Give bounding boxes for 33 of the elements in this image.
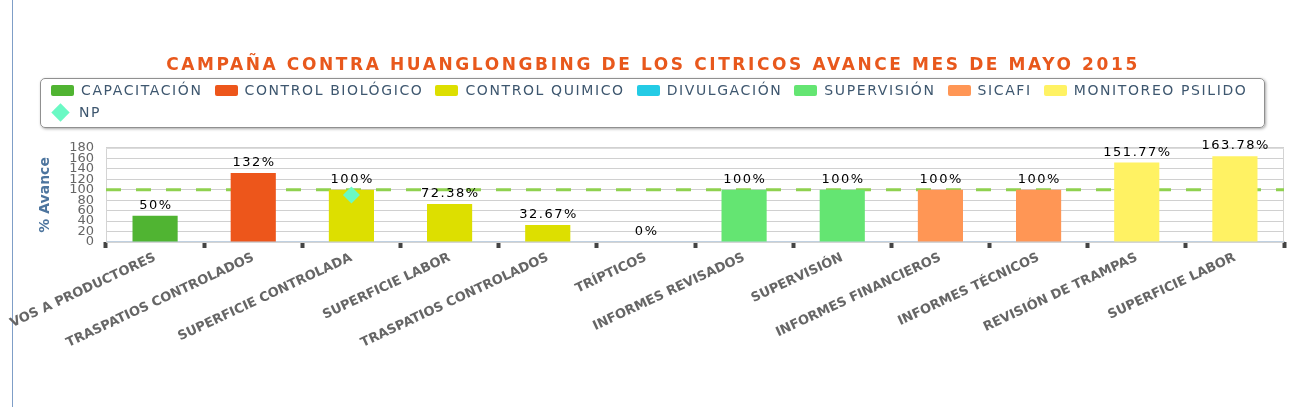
chart-title: CAMPAÑA CONTRA HUANGLONGBING DE LOS CITRICOS AVANCE MES DE MAYO 2015 [165,54,1141,74]
legend-label: MONITOREO PSILIDO [1073,82,1248,98]
data-label: 72.38% [421,185,480,201]
bar [721,189,767,242]
legend-label: SUPERVISIÓN [824,82,936,98]
data-label: 100% [330,170,374,186]
data-label: 163.78% [1201,137,1270,153]
data-label: 0% [634,223,659,238]
y-axis-title: % Avance [36,157,53,233]
bar [525,224,571,242]
data-label: 100% [821,170,865,186]
bar [819,189,865,242]
legend-label: SICAFI [977,82,1032,98]
bar [132,215,178,242]
legend-label: CONTROL BIOLÓGICO [244,82,424,98]
legend-label: CONTROL QUIMICO [465,82,625,98]
bar [917,189,963,242]
data-label: 100% [723,170,767,186]
data-label: 132% [232,153,276,169]
data-label: 151.77% [1103,143,1172,159]
bar [328,189,374,242]
legend-label: NP [79,104,102,120]
data-label: 100% [919,170,963,186]
data-label: 50% [139,196,173,212]
data-label: 32.67% [519,205,578,221]
legend-label: CAPACITACIÓN [81,82,203,98]
data-label: 100% [1017,170,1061,186]
legend-label: DIVULGACIÓN [666,82,783,98]
bar [1212,156,1258,242]
bar [1114,162,1160,242]
bar [427,204,473,242]
bar [230,172,276,242]
bar [1016,189,1062,242]
